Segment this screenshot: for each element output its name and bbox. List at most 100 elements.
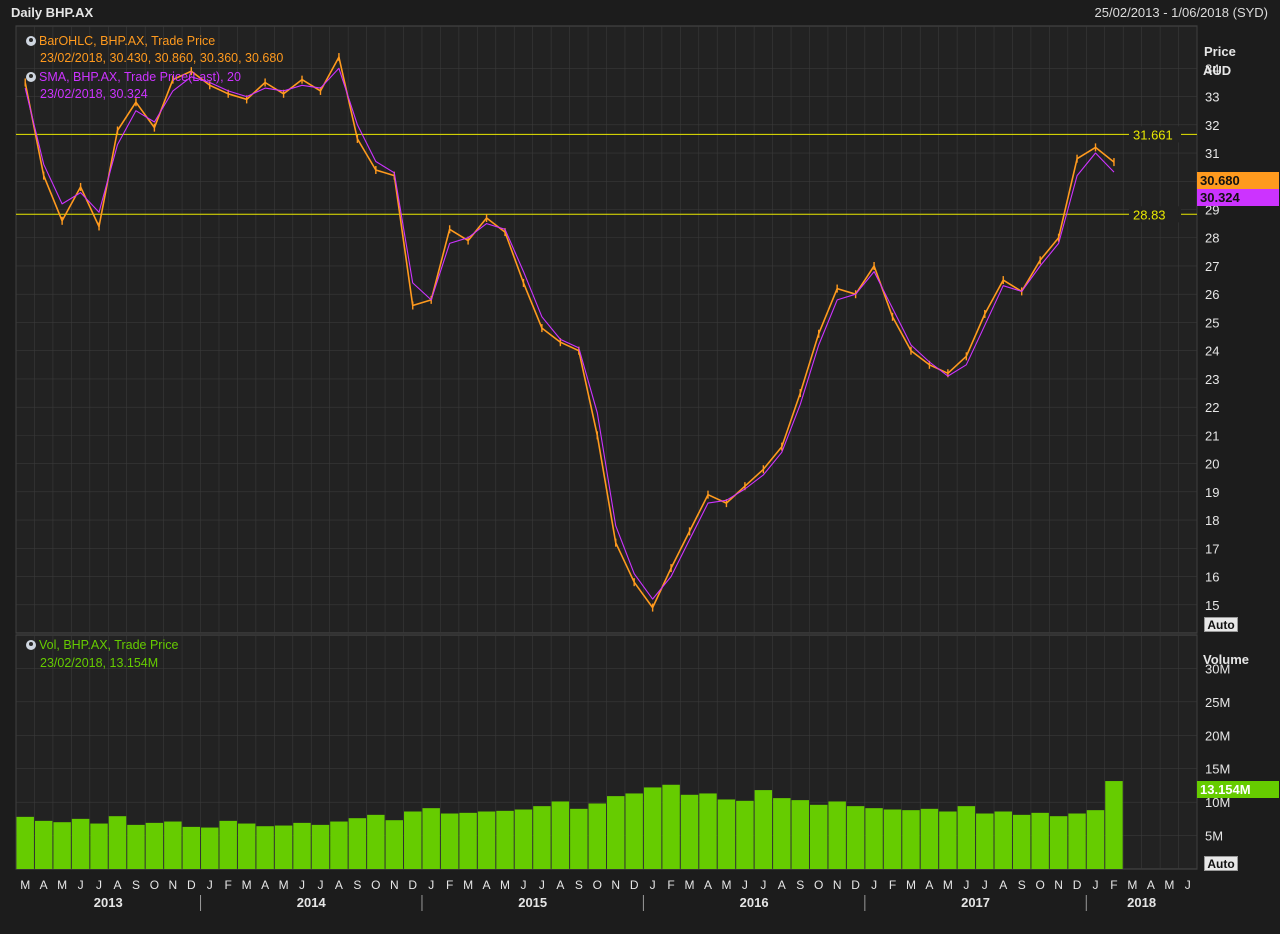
grid (15, 26, 1198, 869)
price-tick-label: 15 (1205, 598, 1219, 613)
volume-bar (902, 810, 920, 869)
last-volume-badge: 13.154M (1197, 781, 1279, 798)
price-tick-label: 22 (1205, 400, 1219, 415)
reference-line-label: 28.83 (1133, 207, 1166, 222)
legend-ohlc[interactable]: BarOHLC, BHP.AX, Trade Price (26, 33, 215, 50)
volume-bar (1068, 813, 1086, 869)
month-tick-label: A (113, 878, 121, 892)
volume-bar (496, 810, 514, 869)
month-tick-label: S (132, 878, 140, 892)
price-tick-label: 34 (1205, 61, 1219, 76)
month-tick-label: M (906, 878, 916, 892)
reference-label-bg (1129, 206, 1181, 223)
month-tick-label: A (556, 878, 564, 892)
price-tick-label: 29 (1205, 203, 1219, 218)
volume-bar (459, 812, 477, 869)
legend-sma[interactable]: SMA, BHP.AX, Trade Price(Last), 20 (26, 69, 241, 86)
volume-bar (201, 827, 219, 869)
month-tick-label: M (943, 878, 953, 892)
volume-bar (164, 821, 182, 869)
price-axis-title: Price (1204, 44, 1236, 59)
legend-settings-icon[interactable] (26, 640, 36, 650)
year-tick-label: 2017 (961, 895, 990, 910)
date-range[interactable]: 25/02/2013 - 1/06/2018 (SYD) (1094, 5, 1268, 20)
price-tick-label: 18 (1205, 513, 1219, 528)
month-tick-label: M (463, 878, 473, 892)
month-tick-label: D (851, 878, 860, 892)
volume-tick-label: 5M (1205, 829, 1223, 844)
month-tick-label: D (408, 878, 417, 892)
volume-bar (293, 822, 311, 869)
volume-axis-title: Volume (1203, 652, 1249, 667)
month-tick-label: J (982, 878, 988, 892)
volume-bar (274, 825, 293, 869)
month-tick-label: J (1093, 878, 1099, 892)
volume-bar (1012, 814, 1031, 869)
volume-bar (71, 818, 90, 869)
month-tick-label: M (500, 878, 510, 892)
price-auto-button[interactable]: Auto (1204, 617, 1238, 632)
month-tick-label: N (169, 878, 178, 892)
month-tick-label: J (963, 878, 969, 892)
legend-sma-title: SMA, BHP.AX, Trade Price(Last), 20 (39, 70, 241, 84)
price-tick-label: 31 (1205, 146, 1219, 161)
volume-bar (219, 820, 237, 869)
month-tick-label: M (1164, 878, 1174, 892)
volume-auto-button[interactable]: Auto (1204, 856, 1238, 871)
month-tick-label: F (1110, 878, 1117, 892)
price-tick-label: 19 (1205, 485, 1219, 500)
volume-bar (939, 811, 957, 869)
volume-bar (16, 816, 34, 869)
month-tick-label: N (390, 878, 399, 892)
volume-bar (367, 814, 385, 869)
month-tick-label: M (685, 878, 695, 892)
month-tick-label: A (261, 878, 269, 892)
volume-bar (957, 806, 976, 869)
month-tick-label: M (721, 878, 731, 892)
volume-bar (994, 811, 1012, 869)
month-tick-label: J (317, 878, 323, 892)
month-tick-label: J (428, 878, 434, 892)
month-tick-label: M (242, 878, 252, 892)
month-tick-label: A (778, 878, 786, 892)
month-tick-label: A (999, 878, 1007, 892)
month-tick-label: J (96, 878, 102, 892)
month-tick-label: M (57, 878, 67, 892)
price-tick-label: 24 (1205, 344, 1219, 359)
volume-bar (440, 813, 459, 869)
volume-bar (404, 811, 422, 869)
legend-settings-icon[interactable] (26, 72, 36, 82)
legend-volume[interactable]: Vol, BHP.AX, Trade Price (26, 637, 178, 654)
volume-bar (1049, 816, 1068, 869)
reference-line-label: 31.661 (1133, 127, 1173, 142)
sma-series-line (24, 67, 1115, 600)
month-tick-label: F (889, 878, 896, 892)
price-tick-label: 25 (1205, 315, 1219, 330)
year-tick-label: 2015 (518, 895, 547, 910)
volume-bar (348, 818, 367, 869)
month-tick-label: O (593, 878, 602, 892)
legend-settings-icon[interactable] (26, 36, 36, 46)
volume-tick-label: 15M (1205, 762, 1230, 777)
month-tick-label: O (814, 878, 823, 892)
month-tick-label: J (1185, 878, 1191, 892)
month-tick-label: A (40, 878, 48, 892)
price-tick-label: 26 (1205, 287, 1219, 302)
month-tick-label: D (630, 878, 639, 892)
month-tick-label: O (150, 878, 159, 892)
month-tick-label: J (650, 878, 656, 892)
volume-bar (1086, 810, 1105, 869)
month-tick-label: S (796, 878, 804, 892)
volume-bar (1105, 781, 1123, 869)
volume-bar (533, 806, 551, 869)
month-tick-label: D (187, 878, 196, 892)
month-tick-label: J (871, 878, 877, 892)
volume-bar (237, 823, 256, 869)
reference-label-bg (1129, 126, 1181, 143)
volume-tick-label: 25M (1205, 695, 1230, 710)
volume-bar (127, 824, 145, 869)
legend-ohlc-title: BarOHLC, BHP.AX, Trade Price (39, 34, 216, 48)
volume-bar (182, 826, 201, 869)
volume-bar (311, 824, 330, 869)
volume-bar (920, 808, 939, 869)
